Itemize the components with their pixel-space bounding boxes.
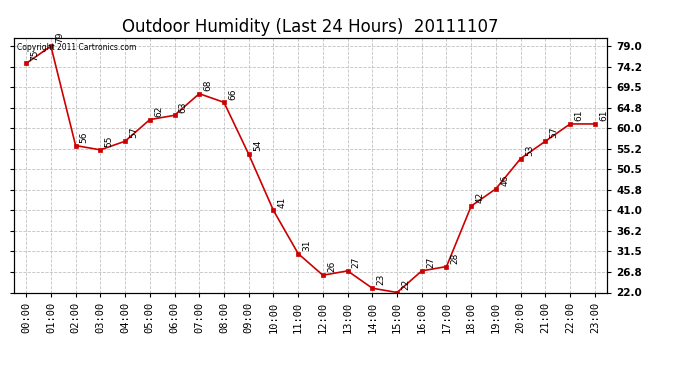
- Text: 68: 68: [204, 80, 213, 91]
- Text: Copyright 2011 Cartronics.com: Copyright 2011 Cartronics.com: [17, 43, 136, 52]
- Text: 66: 66: [228, 88, 237, 99]
- Text: 46: 46: [500, 175, 509, 186]
- Text: 63: 63: [179, 101, 188, 112]
- Text: 57: 57: [129, 127, 138, 138]
- Text: 62: 62: [154, 105, 163, 117]
- Text: 42: 42: [475, 192, 484, 203]
- Text: 28: 28: [451, 252, 460, 264]
- Title: Outdoor Humidity (Last 24 Hours)  20111107: Outdoor Humidity (Last 24 Hours) 2011110…: [122, 18, 499, 36]
- Text: 27: 27: [352, 257, 361, 268]
- Text: 41: 41: [277, 196, 286, 208]
- Text: 79: 79: [55, 32, 64, 44]
- Text: 61: 61: [599, 110, 608, 121]
- Text: 26: 26: [327, 261, 336, 272]
- Text: 55: 55: [104, 136, 113, 147]
- Text: 23: 23: [377, 274, 386, 285]
- Text: 27: 27: [426, 257, 435, 268]
- Text: 61: 61: [574, 110, 583, 121]
- Text: 75: 75: [30, 49, 39, 61]
- Text: 31: 31: [302, 239, 311, 251]
- Text: 54: 54: [253, 140, 262, 152]
- Text: 57: 57: [549, 127, 558, 138]
- Text: 22: 22: [401, 279, 410, 290]
- Text: 53: 53: [525, 144, 534, 156]
- Text: 56: 56: [80, 131, 89, 143]
